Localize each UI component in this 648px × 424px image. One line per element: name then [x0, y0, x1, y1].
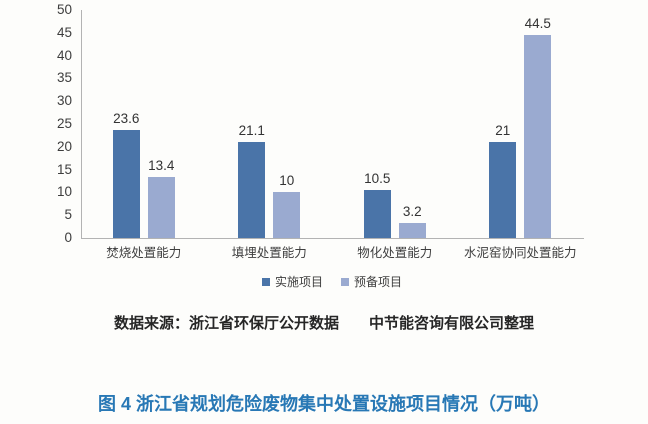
bar-预备项目-水泥窑协同处置能力	[524, 35, 552, 238]
plot-area	[81, 10, 584, 239]
x-axis-category-label: 物化处置能力	[357, 246, 433, 260]
y-axis-tick-label: 10	[56, 184, 72, 200]
x-axis-category-label: 水泥窑协同处置能力	[463, 246, 577, 260]
y-axis-tick-label: 50	[56, 2, 72, 17]
legend-item-预备项目: 预备项目	[341, 275, 402, 289]
bar-value-label: 21	[495, 123, 511, 138]
bar-预备项目-填埋处置能力	[273, 192, 301, 238]
bar-预备项目-焚烧处置能力	[147, 177, 175, 238]
x-axis-category-label: 填埋处置能力	[231, 246, 307, 260]
legend-swatch-icon	[341, 278, 349, 286]
bar-chart: 0 5 10 15 20 25 30 35 40 45 50 23.6 13.4 21.1 10 10.5 3…	[56, 2, 584, 289]
y-axis-tick-label: 5	[64, 207, 72, 223]
y-axis-tick-label: 25	[56, 116, 72, 131]
bar-value-label: 3.2	[402, 204, 422, 219]
bar-value-label: 10	[279, 173, 295, 188]
y-axis-tick-label: 0	[64, 230, 72, 245]
y-axis-tick-label: 35	[56, 70, 72, 86]
legend-item-实施项目: 实施项目	[261, 275, 323, 289]
bar-实施项目-物化处置能力	[363, 190, 391, 238]
y-axis-tick-label: 45	[56, 24, 72, 40]
bar-实施项目-水泥窑协同处置能力	[489, 142, 517, 238]
bar-value-label: 21.1	[238, 123, 265, 138]
bar-value-label: 10.5	[364, 171, 391, 186]
legend-label: 实施项目	[274, 275, 323, 289]
x-axis-category-label: 焚烧处置能力	[106, 246, 182, 260]
source-note: 数据来源：浙江省环保厅公开数据 中节能咨询有限公司整理	[113, 315, 534, 332]
legend-label: 预备项目	[354, 275, 403, 289]
bar-实施项目-焚烧处置能力	[112, 130, 140, 238]
bar-value-label: 23.6	[113, 111, 140, 126]
legend: 实施项目 预备项目	[81, 275, 583, 289]
bar-实施项目-填埋处置能力	[238, 142, 266, 238]
y-axis-tick-label: 40	[56, 47, 72, 63]
bar-value-label: 13.4	[148, 158, 175, 173]
y-axis-tick-label: 15	[56, 161, 72, 177]
y-axis-tick-label: 20	[56, 138, 72, 154]
bar-value-label: 44.5	[524, 16, 551, 31]
bar-预备项目-物化处置能力	[398, 223, 426, 238]
figure-caption: 图 4 浙江省规划危险废物集中处置设施项目情况（万吨）	[97, 394, 550, 414]
y-axis-tick-label: 30	[56, 93, 72, 109]
legend-swatch-icon	[261, 278, 270, 286]
